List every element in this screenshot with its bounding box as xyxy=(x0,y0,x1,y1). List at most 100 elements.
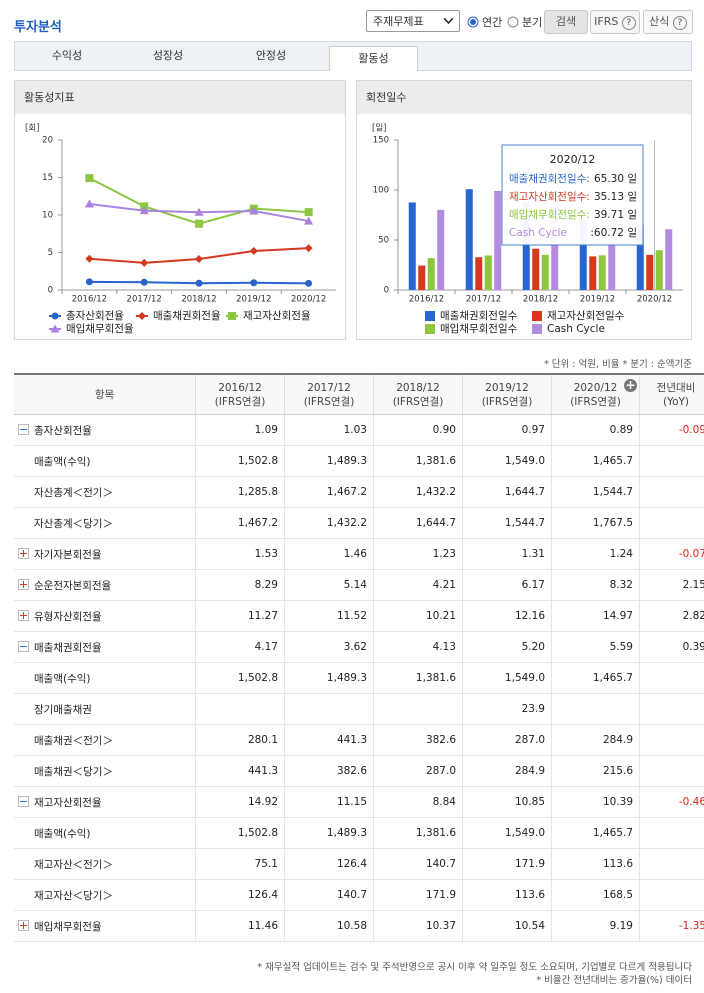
table-row: 매입채무회전율 11.46 10.58 10.37 10.54 9.19 -1.35 xyxy=(14,910,704,942)
legend-label: 매입채무회전율 xyxy=(66,322,134,335)
column-basis: (IFRS연결) xyxy=(303,395,355,408)
radio-label: 분기 xyxy=(522,16,543,29)
row-toggle[interactable] xyxy=(18,609,29,621)
cell: 171.9 xyxy=(462,848,552,880)
cell: 1,285.8 xyxy=(195,476,285,508)
row-label: 매출액(수익) xyxy=(34,455,91,468)
row-label: 매입채무회전율 xyxy=(34,920,102,933)
row-toggle[interactable] xyxy=(18,919,29,931)
column-header: 전년대비 (YoY) xyxy=(639,373,704,415)
legend-swatch xyxy=(425,324,435,334)
table-row: 매출액(수익) 1,502.8 1,489.3 1,381.6 1,549.0 1,465… xyxy=(14,662,704,694)
cell: 11.52 xyxy=(284,600,374,632)
row-toggle[interactable] xyxy=(18,640,29,652)
tooltip-label: 재고자산회전일수: xyxy=(509,190,590,203)
tab[interactable]: 성장성 xyxy=(152,49,184,62)
table-row: 유형자산회전율 11.27 11.52 10.21 12.16 14.97 2.82 xyxy=(14,600,704,632)
yoy-cell: 0.39 xyxy=(639,631,704,663)
row-label: 매출채권＜전기＞ xyxy=(34,734,113,747)
cell: 1,644.7 xyxy=(462,476,552,508)
x-tick-label: 2017/12 xyxy=(127,295,162,305)
radio-quarter[interactable]: 분기 xyxy=(507,14,542,30)
yoy-cell: 2.82 xyxy=(639,600,704,632)
cell: 1,489.3 xyxy=(284,662,374,694)
row-label: 매출채권＜당기＞ xyxy=(34,765,113,778)
y-tick-label: 150 xyxy=(373,136,389,146)
row-label-cell: 매입채무회전율 xyxy=(14,910,196,942)
row-label-cell: 유형자산회전율 xyxy=(14,600,196,632)
x-tick-label: 2016/12 xyxy=(409,295,444,305)
cell: 1,502.8 xyxy=(195,817,285,849)
legend-swatch xyxy=(425,311,435,321)
cell: 1,549.0 xyxy=(462,662,552,694)
row-toggle[interactable] xyxy=(18,423,29,435)
row-label-cell: 매출채권＜전기＞ xyxy=(14,724,196,756)
radio xyxy=(467,16,479,28)
row-label: 재고자산＜전기＞ xyxy=(34,858,113,871)
cell: 171.9 xyxy=(373,879,463,911)
legend-label: 매출채권회전일수 xyxy=(440,309,518,322)
cell: 1,432.2 xyxy=(373,476,463,508)
search-button[interactable]: 검색 xyxy=(544,10,588,34)
tab[interactable]: 안정성 xyxy=(255,49,287,62)
row-label-cell: 매출액(수익) xyxy=(14,662,196,694)
tooltip-value: 65.30 일 xyxy=(594,172,637,185)
row-label-cell: 재고자산회전율 xyxy=(14,786,196,818)
cell: 126.4 xyxy=(195,879,285,911)
cell: 1,432.2 xyxy=(284,507,374,539)
cell: 1,381.6 xyxy=(373,445,463,477)
button-label: 산식 xyxy=(649,15,670,28)
select[interactable]: 주재무제표 xyxy=(366,10,460,32)
ifrs-button[interactable]: IFRS ? xyxy=(590,10,640,34)
row-label-cell: 순운전자본회전율 xyxy=(14,569,196,601)
cell: 12.16 xyxy=(462,600,552,632)
column-period: 2020/12 xyxy=(573,381,618,394)
table-row: 자산총계＜당기＞ 1,467.2 1,432.2 1,644.7 1,544.7 1,76… xyxy=(14,507,704,539)
cell: 5.59 xyxy=(551,631,640,663)
tab[interactable]: 수익성 xyxy=(51,49,83,62)
cell: 441.3 xyxy=(284,724,374,756)
y-unit: [일] xyxy=(372,124,386,134)
cell: 11.46 xyxy=(195,910,285,942)
cell xyxy=(284,693,374,725)
y-tick-label: 100 xyxy=(373,186,389,196)
yoy-cell xyxy=(639,848,704,880)
yoy-cell: -0.09 xyxy=(639,414,704,446)
chart-title: 회전일수 xyxy=(366,90,406,104)
cell: 1.24 xyxy=(551,538,640,570)
column-period: 항목 xyxy=(94,388,115,401)
bar xyxy=(589,256,597,290)
row-toggle[interactable] xyxy=(18,795,29,807)
table-row: 재고자산＜전기＞ 75.1 126.4 140.7 171.9 113.6 xyxy=(14,848,704,880)
row-label: 자기자본회전율 xyxy=(34,548,102,561)
cell: 140.7 xyxy=(284,879,374,911)
cell: 10.85 xyxy=(462,786,552,818)
y-tick-label: 50 xyxy=(378,236,389,246)
cell: 1,644.7 xyxy=(373,507,463,539)
radio-annual[interactable]: 연간 xyxy=(467,14,502,30)
y-tick-label: 10 xyxy=(42,211,53,221)
footnote: * 재무실적 업데이트는 검수 및 주석반영으로 공시 이후 약 일주일 정도 … xyxy=(257,962,692,973)
select-value: 주재무제표 xyxy=(373,15,424,28)
marker xyxy=(249,206,259,215)
cell xyxy=(195,693,285,725)
x-tick-label: 2019/12 xyxy=(236,295,271,305)
cell: 3.62 xyxy=(284,631,374,663)
tooltip-value: 35.13 일 xyxy=(594,190,637,203)
bar xyxy=(465,189,473,290)
cell: 23.9 xyxy=(462,693,552,725)
yoy-cell xyxy=(639,445,704,477)
cell: 0.90 xyxy=(373,414,463,446)
bar xyxy=(418,265,426,290)
tab-active[interactable]: 활동성 xyxy=(329,46,418,71)
row-toggle[interactable] xyxy=(18,547,29,559)
legend-label: 매출채권회전율 xyxy=(153,310,221,322)
cell: 441.3 xyxy=(195,755,285,787)
tooltip-label: 매입채무회전일수: xyxy=(509,208,590,221)
row-label-cell: 장기매출채권 xyxy=(14,693,196,725)
row-label-cell: 매출액(수익) xyxy=(14,445,196,477)
formula-button[interactable]: 산식 ? xyxy=(643,10,693,34)
cell: 1,467.2 xyxy=(284,476,374,508)
cell: 1,465.7 xyxy=(551,817,640,849)
row-toggle[interactable] xyxy=(18,578,29,590)
